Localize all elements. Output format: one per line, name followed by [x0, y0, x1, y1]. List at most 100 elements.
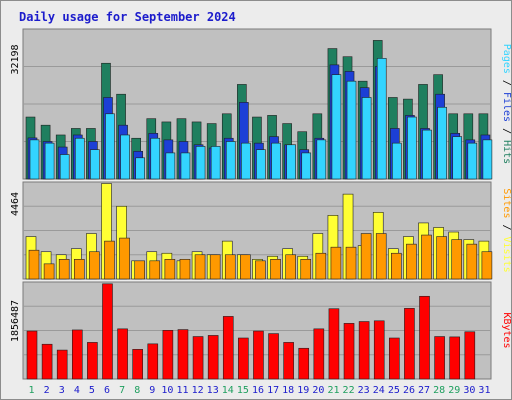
bar-kbytes-day-25: [389, 337, 400, 380]
legend-entry-files: Files: [501, 92, 511, 122]
bar-kbytes-day-12: [192, 336, 204, 380]
legend-visits_sites: Sites / Visits: [501, 188, 511, 272]
x-tick-label-day-27: 27: [418, 385, 430, 396]
bar-sites-day-28: [436, 236, 447, 280]
bar-pages-day-25: [392, 142, 402, 180]
bar-kbytes-day-28: [434, 336, 445, 380]
bar-sites-day-30: [466, 243, 478, 280]
x-tick-label-day-11: 11: [176, 385, 188, 396]
bar-kbytes-day-4: [71, 329, 83, 380]
bar-pages-day-12: [195, 146, 206, 180]
chart-title: Daily usage for September 2024: [19, 10, 236, 24]
x-tick-label-day-13: 13: [207, 385, 219, 396]
legend-entry-visits: Visits: [501, 237, 511, 273]
bar-kbytes-day-9: [147, 343, 159, 380]
bar-pages-day-9: [150, 137, 161, 180]
bar-sites-day-12: [194, 254, 206, 280]
bar-kbytes-day-15: [238, 337, 249, 380]
bar-kbytes-day-26: [404, 308, 415, 380]
legend-kbytes: KBytes: [501, 312, 511, 348]
bar-pages-day-8: [135, 157, 145, 180]
bar-kbytes-day-3: [56, 349, 68, 380]
x-tick-label-day-6: 6: [104, 385, 110, 396]
legend-entry-kbytes: KBytes: [501, 312, 511, 348]
x-tick-label-day-9: 9: [149, 385, 155, 396]
y-tick-label-visits_sites: 4464: [10, 192, 21, 216]
x-tick-label-day-18: 18: [282, 385, 294, 396]
x-tick-label-day-12: 12: [192, 385, 204, 396]
x-tick-label-day-30: 30: [463, 385, 475, 396]
bar-sites-day-9: [149, 260, 161, 280]
x-tick-label-day-14: 14: [222, 385, 234, 396]
bar-kbytes-day-24: [373, 320, 385, 380]
legend-entry-hits: Hits: [501, 140, 511, 164]
x-tick-label-day-7: 7: [119, 385, 125, 396]
bar-pages-day-4: [74, 137, 85, 180]
bar-kbytes-day-13: [207, 335, 219, 380]
bar-sites-day-16: [255, 260, 266, 280]
bar-pages-day-14: [225, 141, 236, 180]
bar-kbytes-day-5: [87, 342, 98, 380]
y-tick-label-kbytes: 1856487: [10, 300, 21, 342]
x-tick-label-day-26: 26: [403, 385, 415, 396]
bar-sites-day-1: [28, 249, 40, 280]
x-tick-label-day-4: 4: [74, 385, 80, 396]
bar-kbytes-day-20: [313, 328, 325, 380]
bar-pages-day-23: [361, 97, 372, 180]
bar-sites-day-3: [58, 258, 70, 280]
x-tick-label-day-17: 17: [267, 385, 279, 396]
bar-sites-day-6: [104, 240, 115, 280]
bar-kbytes-day-16: [253, 330, 264, 380]
x-tick-label-day-22: 22: [343, 385, 355, 396]
bar-sites-day-21: [330, 246, 342, 280]
legend-hits_files_pages: Pages / Files / Hits: [501, 44, 511, 164]
bar-pages-day-17: [271, 142, 281, 180]
bar-pages-day-10: [165, 152, 176, 180]
chart-bars: [25, 40, 493, 380]
bar-pages-day-19: [301, 152, 312, 180]
x-tick-label-day-2: 2: [44, 385, 50, 396]
bar-pages-day-7: [120, 134, 130, 180]
bar-sites-day-15: [240, 254, 251, 280]
bar-sites-day-10: [164, 258, 176, 280]
x-tick-label-day-5: 5: [89, 385, 95, 396]
bar-kbytes-day-27: [419, 295, 430, 380]
bar-sites-day-20: [315, 252, 327, 280]
bar-kbytes-day-14: [222, 316, 234, 380]
bar-kbytes-day-17: [268, 333, 279, 380]
bar-pages-day-5: [90, 149, 100, 180]
bar-pages-day-30: [467, 142, 478, 180]
legend-entry-pages: Pages: [501, 44, 511, 74]
bar-kbytes-day-29: [449, 336, 461, 380]
bar-kbytes-day-19: [298, 347, 310, 380]
x-tick-label-day-24: 24: [373, 385, 385, 396]
bar-pages-day-18: [286, 144, 296, 180]
bar-pages-day-31: [482, 139, 493, 180]
bar-pages-day-6: [105, 113, 115, 180]
bar-sites-day-29: [451, 239, 463, 280]
bar-kbytes-day-1: [26, 330, 38, 380]
x-tick-label-day-31: 31: [478, 385, 490, 396]
legend-separator: /: [501, 218, 511, 236]
bar-pages-day-3: [59, 154, 70, 180]
bar-sites-day-4: [73, 258, 85, 280]
bar-sites-day-18: [285, 254, 296, 280]
bar-pages-day-22: [346, 80, 357, 180]
bar-pages-day-2: [44, 142, 55, 180]
bar-kbytes-day-11: [177, 329, 189, 380]
x-tick-label-day-8: 8: [134, 385, 140, 396]
bar-sites-day-27: [421, 234, 432, 280]
bar-kbytes-day-30: [464, 331, 476, 380]
x-tick-label-day-21: 21: [327, 385, 339, 396]
bar-sites-day-24: [375, 233, 387, 280]
bar-kbytes-day-22: [343, 323, 355, 380]
bar-sites-day-2: [43, 263, 55, 280]
bar-pages-day-20: [316, 139, 327, 180]
bar-sites-day-23: [360, 233, 372, 280]
x-tick-label-day-15: 15: [237, 385, 249, 396]
bar-kbytes-day-7: [117, 328, 128, 380]
bar-sites-day-22: [345, 246, 357, 280]
legend-separator: /: [501, 122, 511, 140]
